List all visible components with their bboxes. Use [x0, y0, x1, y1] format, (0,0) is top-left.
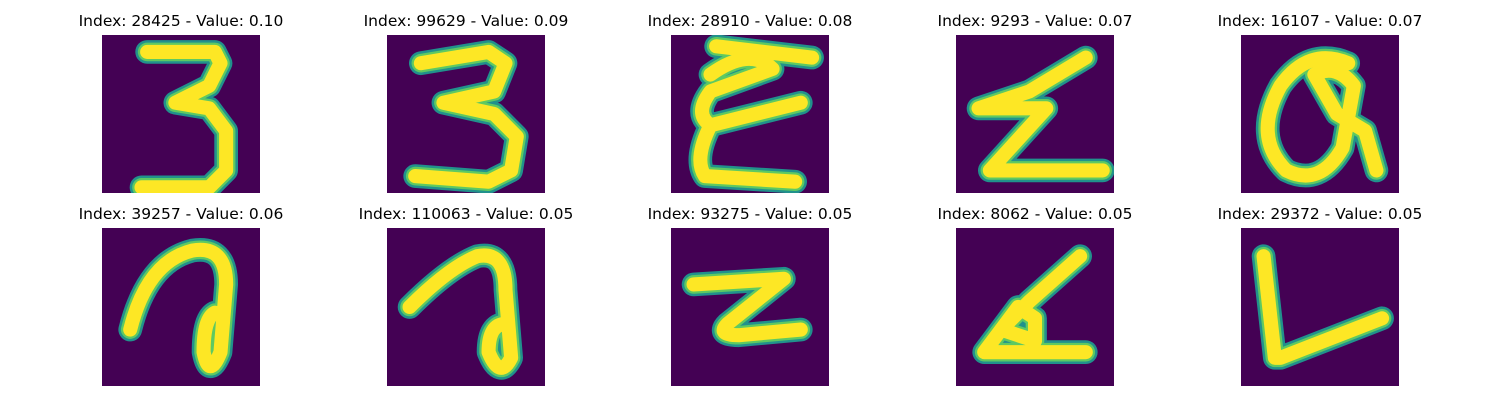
digit-image: [1241, 35, 1399, 193]
digit-image: [102, 228, 260, 386]
digit-stroke: [402, 248, 519, 375]
digit-image: [956, 35, 1114, 193]
digit-stroke: [686, 271, 808, 343]
panel-title: Index: 39257 - Value: 0.06: [78, 205, 284, 223]
panel-title: Index: 93275 - Value: 0.05: [647, 205, 853, 223]
digit-stroke: [971, 50, 1110, 178]
digit-stroke: [408, 44, 524, 189]
panel-title: Index: 28425 - Value: 0.10: [78, 12, 284, 30]
panel-title: Index: 16107 - Value: 0.07: [1217, 12, 1423, 30]
digit-image: [1241, 228, 1399, 386]
digit-stroke: [123, 242, 234, 374]
digit-image: [387, 228, 545, 386]
digit-stroke: [693, 39, 820, 189]
panel-title: Index: 110063 - Value: 0.05: [358, 205, 574, 223]
digit-image: [671, 228, 829, 386]
panel-title: Index: 8062 - Value: 0.05: [937, 205, 1133, 223]
digit-image: [102, 35, 260, 193]
digit-stroke: [1260, 51, 1384, 183]
panel-title: Index: 28910 - Value: 0.08: [647, 12, 853, 30]
digit-stroke: [977, 249, 1093, 360]
panel-title: Index: 9293 - Value: 0.07: [937, 12, 1133, 30]
digit-image: [671, 35, 829, 193]
digit-image: [956, 228, 1114, 386]
digit-image: [387, 35, 545, 193]
panel-title: Index: 99629 - Value: 0.09: [363, 12, 569, 30]
digit-stroke: [1256, 249, 1390, 365]
digit-stroke: [134, 44, 234, 193]
panel-title: Index: 29372 - Value: 0.05: [1217, 205, 1423, 223]
